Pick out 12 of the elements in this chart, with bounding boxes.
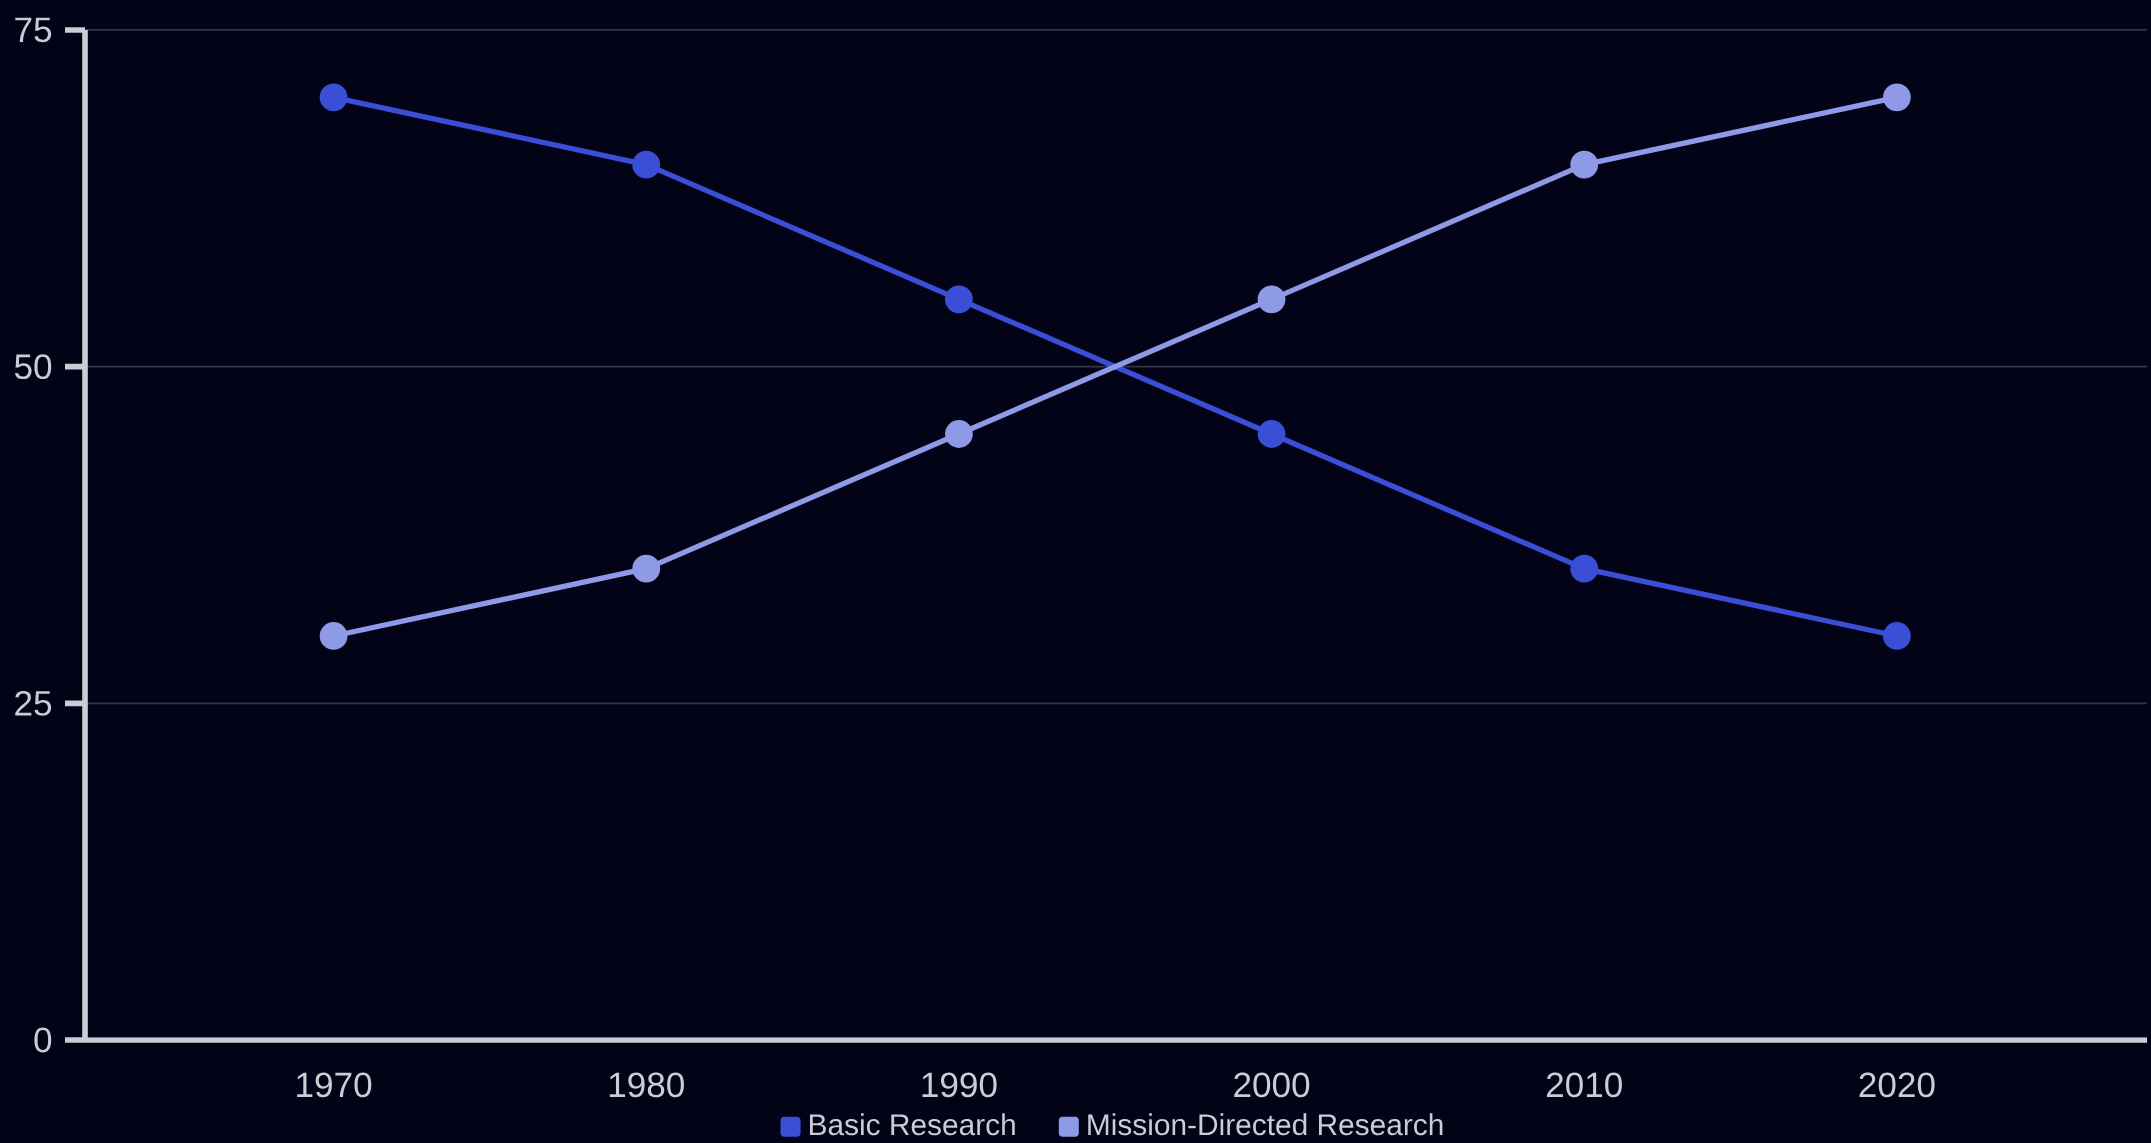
x-tick-label: 2020 (1859, 1072, 1935, 1098)
legend-label: Mission-Directed Research (1088, 1113, 1443, 1136)
y-tick-label: 75 (15, 17, 52, 43)
x-tick-label: 2000 (1234, 1072, 1310, 1098)
y-tick-label: 50 (14, 354, 52, 380)
x-tick-label: 2010 (1546, 1072, 1622, 1098)
legend-label: Basic Research (810, 1113, 1015, 1136)
x-tick-label: 1970 (297, 1072, 372, 1098)
x-tick-label: 1990 (922, 1072, 997, 1098)
y-tick-label: 25 (15, 690, 52, 716)
y-tick-label: 0 (34, 1027, 52, 1053)
x-tick-label: 1980 (609, 1072, 684, 1098)
